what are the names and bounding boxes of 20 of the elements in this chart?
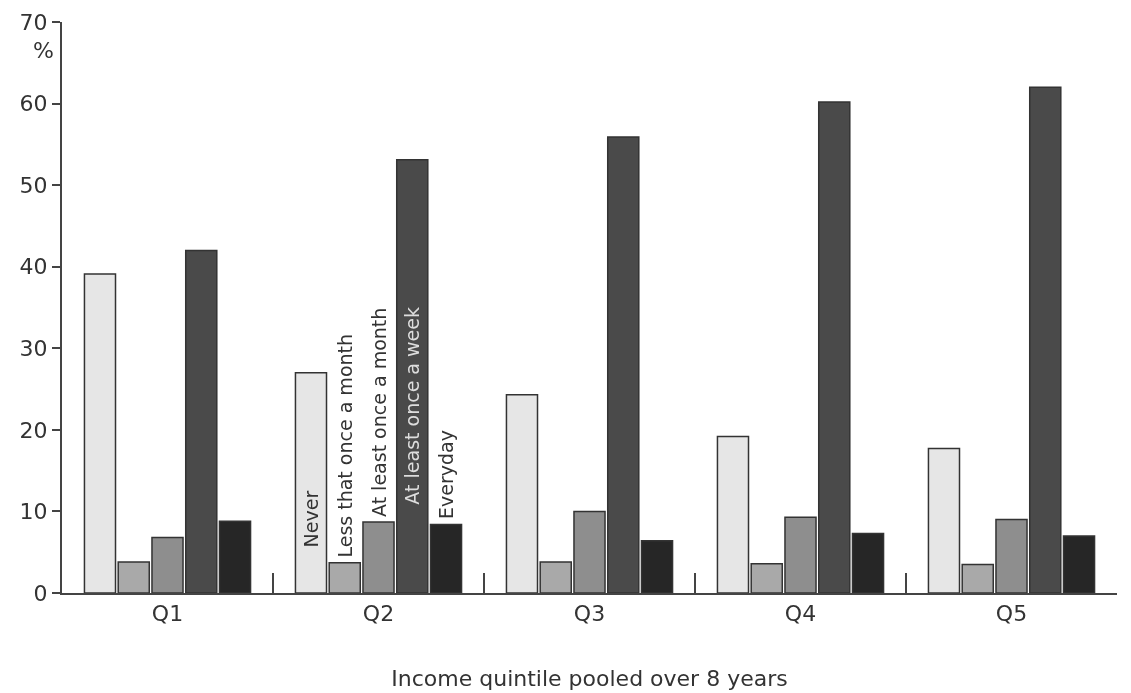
x-tick-label: Q3 (573, 601, 606, 627)
y-tick-label: 20 (19, 417, 48, 443)
y-tick-label: 70 (19, 9, 48, 35)
y-axis-title: % (33, 38, 54, 63)
x-axis-title: Income quintile pooled over 8 years (391, 665, 788, 691)
text: Less that once a month (333, 333, 356, 558)
y-tick-label: 60 (19, 91, 48, 117)
x-tick-label: Q1 (151, 601, 184, 627)
series-label: Never (299, 490, 322, 548)
y-tick-label: 30 (19, 335, 48, 361)
text: Everyday (435, 430, 458, 519)
x-tick-label: Q4 (784, 601, 817, 627)
x-tick-label: Q5 (995, 601, 1028, 627)
x-tick-label: Q2 (362, 601, 395, 627)
text: At least once a month (367, 307, 390, 518)
y-tick-label: 50 (19, 172, 48, 198)
y-tick-label: 0 (33, 580, 48, 606)
y-tick-label: 40 (19, 254, 48, 280)
series-label: At least once a week (400, 307, 423, 505)
y-tick-label: 10 (19, 499, 48, 525)
